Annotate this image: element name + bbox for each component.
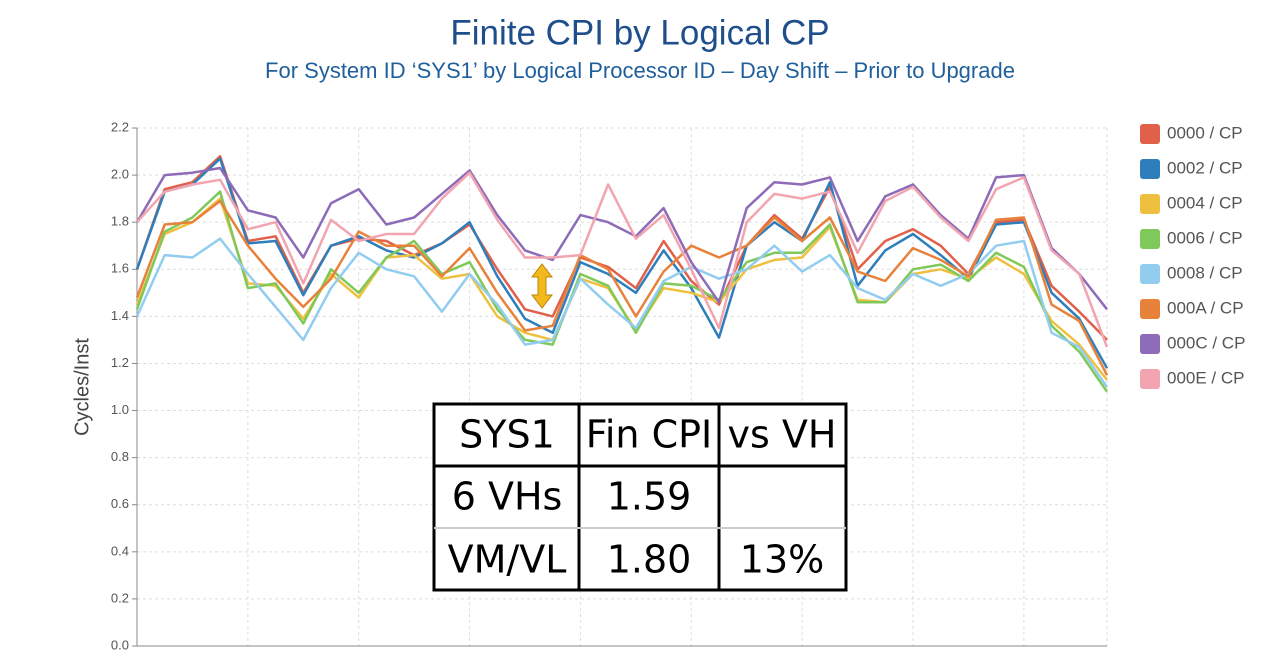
legend-label: 000E / CP	[1167, 368, 1245, 387]
y-tick-label: 1.4	[111, 308, 129, 323]
table: SYS1 Fin CPI vs VH 6 VHs 1.59 VM/VL 1.80 13%	[432, 402, 848, 592]
series-line	[135, 237, 1109, 388]
table-cell: 6 VHs	[452, 475, 563, 519]
legend-label: 0002 / CP	[1167, 158, 1243, 177]
y-tick-label: 2.2	[111, 119, 129, 134]
series-line	[135, 166, 1108, 311]
chart-subtitle: For System ID ‘SYS1’ by Logical Processo…	[265, 58, 1015, 83]
legend-swatch	[1140, 299, 1160, 319]
table-cell: 13%	[740, 538, 824, 582]
legend-swatch	[1140, 334, 1160, 354]
legend-label: 0006 / CP	[1167, 228, 1243, 247]
y-tick-label: 1.6	[111, 261, 129, 276]
y-tick-label: 0.2	[111, 590, 129, 605]
legend-swatch	[1140, 124, 1160, 144]
legend-swatch	[1140, 159, 1160, 179]
chart-title: Finite CPI by Logical CP	[450, 13, 829, 52]
series-line	[135, 199, 1109, 376]
y-tick-label: 0.0	[111, 637, 129, 652]
y-tick-label: 0.4	[111, 543, 129, 558]
table-cell: 1.80	[607, 538, 692, 582]
y-axis-label: Cycles/Inst	[71, 338, 93, 436]
y-tick-label: 1.0	[111, 402, 129, 417]
table-cell: VM/VL	[448, 538, 567, 582]
legend: 0000 / CP 0002 / CP 0004 / CP 0006 / CP 0008…	[1140, 123, 1245, 389]
legend-swatch	[1140, 194, 1160, 214]
series-line	[135, 190, 1109, 393]
legend-swatch	[1140, 369, 1160, 389]
legend-label: 000C / CP	[1167, 333, 1245, 352]
legend-label: 0004 / CP	[1167, 193, 1243, 212]
lines	[135, 155, 1109, 393]
arrow	[530, 263, 554, 309]
y-tick-label: 2.0	[111, 167, 129, 182]
table-header: SYS1	[459, 413, 555, 457]
y-tick-label: 0.6	[111, 496, 129, 511]
series-line	[135, 157, 1109, 369]
legend-label: 0008 / CP	[1167, 263, 1243, 282]
legend-label: 0000 / CP	[1167, 123, 1243, 142]
y-tick-label: 0.8	[111, 449, 129, 464]
table-header: vs VH	[728, 413, 837, 457]
y-tick-label: 1.2	[111, 355, 129, 370]
legend-swatch	[1140, 229, 1160, 249]
table-cell: 1.59	[607, 475, 692, 519]
series-line	[136, 171, 1109, 348]
table-header: Fin CPI	[586, 413, 712, 457]
y-tick-label: 1.8	[111, 214, 129, 229]
legend-label: 000A / CP	[1167, 298, 1244, 317]
table-frame	[432, 402, 848, 592]
legend-swatch	[1140, 264, 1160, 284]
series-line	[135, 155, 1108, 341]
